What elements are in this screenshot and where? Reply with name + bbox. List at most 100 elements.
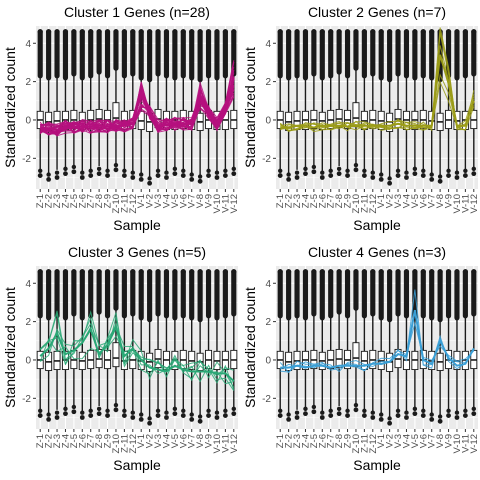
outlier-point bbox=[278, 408, 283, 413]
outlier-point bbox=[294, 170, 300, 175]
outlier-point bbox=[71, 409, 77, 415]
outlier-point bbox=[172, 411, 178, 417]
x-tick-label: V-2 bbox=[385, 434, 396, 448]
outlier-point bbox=[113, 269, 119, 275]
x-tick-label: V-5 bbox=[170, 434, 181, 448]
outlier-point bbox=[163, 269, 170, 275]
box-V-8 bbox=[196, 29, 204, 184]
x-tick-label: Z-3 bbox=[292, 194, 303, 208]
box-Z-5 bbox=[70, 269, 78, 415]
box-Z-7 bbox=[87, 269, 95, 418]
outlier-point bbox=[462, 269, 468, 275]
outlier-point bbox=[122, 168, 127, 173]
x-tick-label: V-2 bbox=[145, 434, 156, 448]
outlier-point bbox=[130, 29, 136, 35]
outlier-point bbox=[138, 29, 144, 35]
box-V-12 bbox=[470, 269, 478, 417]
outlier-point bbox=[223, 408, 228, 413]
x-tick-label: Z-10 bbox=[111, 194, 122, 214]
outlier-point bbox=[88, 168, 93, 173]
x-axis-title: Sample bbox=[113, 457, 161, 473]
x-tick-label: V-11 bbox=[460, 434, 471, 453]
outlier-point bbox=[294, 410, 300, 415]
x-tick-label: V-5 bbox=[170, 194, 181, 208]
x-tick-label: V-1 bbox=[376, 194, 387, 208]
outlier-point bbox=[420, 413, 426, 418]
x-tick-label: V-1 bbox=[136, 194, 147, 208]
outlier-point bbox=[286, 29, 292, 35]
x-tick-label: Z-9 bbox=[343, 194, 354, 208]
y-tick-label: 4 bbox=[25, 279, 31, 290]
outlier-point bbox=[379, 172, 384, 177]
box-V-11 bbox=[461, 269, 469, 418]
chart-panel-3: Cluster 3 Genes (n=5)-2024Z-1Z-2Z-3Z-4Z-… bbox=[2, 244, 240, 473]
outlier-point bbox=[147, 180, 153, 186]
outlier-point bbox=[223, 168, 228, 173]
x-tick-label: Z-4 bbox=[60, 434, 71, 448]
outlier-point bbox=[189, 172, 194, 177]
outlier-point bbox=[231, 269, 237, 275]
outlier-point bbox=[395, 173, 401, 178]
box-Z-1 bbox=[36, 29, 44, 178]
outlier-point bbox=[454, 415, 460, 420]
x-tick-label: Z-5 bbox=[309, 434, 320, 448]
outlier-point bbox=[163, 29, 170, 35]
outlier-point bbox=[121, 269, 127, 275]
outlier-point bbox=[155, 269, 161, 275]
box-Z-9 bbox=[344, 269, 352, 418]
outlier-point bbox=[71, 164, 77, 170]
outlier-point bbox=[471, 411, 477, 417]
outlier-point bbox=[189, 412, 194, 417]
x-tick-label: V-1 bbox=[136, 434, 147, 448]
outlier-point bbox=[471, 171, 477, 177]
outlier-point bbox=[319, 175, 325, 180]
outlier-point bbox=[222, 413, 228, 418]
outlier-point bbox=[80, 410, 85, 415]
x-tick-label: V-4 bbox=[161, 194, 172, 208]
outlier-point bbox=[361, 29, 367, 35]
outlier-point bbox=[421, 408, 426, 413]
outlier-point bbox=[311, 409, 317, 415]
outlier-point bbox=[222, 269, 228, 275]
box-V-3 bbox=[394, 269, 402, 418]
outlier-point bbox=[130, 269, 136, 275]
x-tick-label: V-9 bbox=[444, 434, 455, 448]
outlier-point bbox=[437, 414, 443, 419]
box-Z-11 bbox=[360, 269, 368, 418]
x-tick-label: V-3 bbox=[393, 194, 404, 208]
outlier-point bbox=[113, 402, 119, 408]
x-tick-label: Z-9 bbox=[103, 194, 114, 208]
outlier-point bbox=[197, 418, 203, 424]
outlier-point bbox=[46, 29, 52, 35]
outlier-point bbox=[96, 171, 102, 177]
outlier-point bbox=[277, 269, 283, 275]
box-Z-4 bbox=[301, 269, 309, 417]
x-tick-label: V-9 bbox=[204, 434, 215, 448]
outlier-point bbox=[303, 171, 308, 177]
outlier-point bbox=[471, 406, 476, 412]
outlier-point bbox=[113, 167, 119, 173]
box-V-10 bbox=[213, 269, 221, 420]
box-Z-7 bbox=[327, 29, 335, 178]
box-Z-8 bbox=[335, 29, 343, 177]
outlier-point bbox=[197, 178, 203, 184]
outlier-point bbox=[328, 29, 334, 35]
outlier-point bbox=[138, 269, 144, 275]
x-tick-label: Z-3 bbox=[292, 434, 303, 448]
outlier-point bbox=[286, 172, 291, 177]
y-tick-label: 4 bbox=[25, 39, 31, 50]
outlier-point bbox=[147, 269, 153, 275]
x-tick-label: Z-2 bbox=[44, 434, 55, 448]
outlier-point bbox=[454, 269, 460, 275]
outlier-point bbox=[197, 29, 203, 35]
outlier-point bbox=[379, 412, 384, 417]
outlier-point bbox=[180, 269, 186, 275]
outlier-point bbox=[214, 175, 220, 180]
outlier-point bbox=[345, 408, 350, 413]
outlier-point bbox=[404, 175, 409, 180]
outlier-point bbox=[446, 168, 451, 173]
box-V-7 bbox=[188, 269, 196, 422]
outlier-point bbox=[370, 29, 376, 35]
outlier-point bbox=[105, 408, 110, 413]
outlier-point bbox=[54, 29, 60, 35]
